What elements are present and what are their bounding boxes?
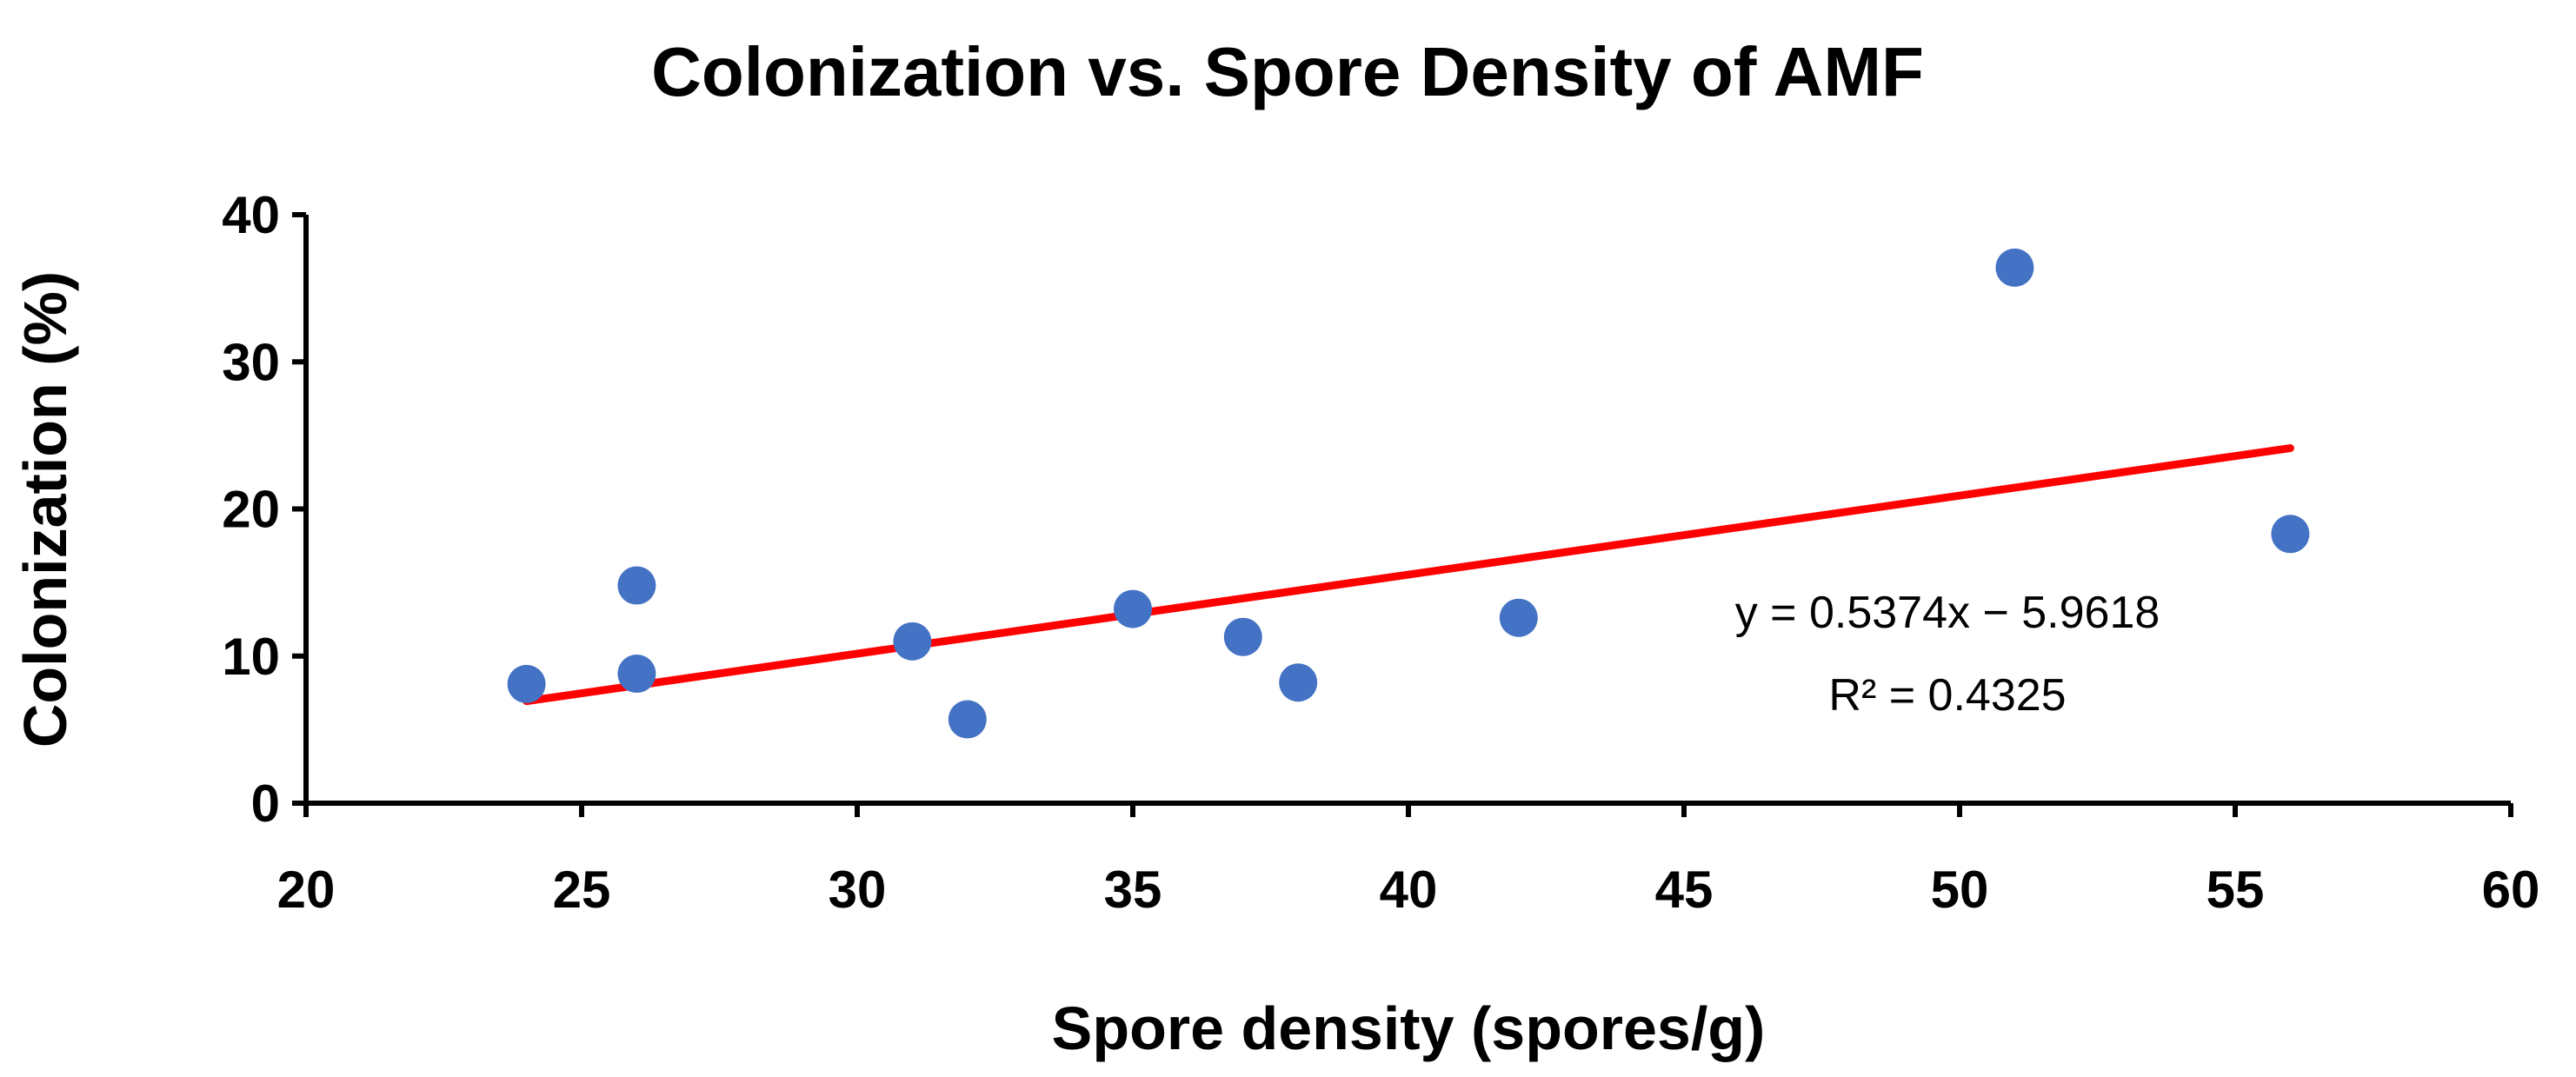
x-tick-label: 35 bbox=[1104, 861, 1162, 919]
data-point bbox=[1114, 589, 1152, 628]
trendline bbox=[523, 444, 2294, 706]
x-ticks: 20 25 30 35 40 45 50 55 60 bbox=[277, 803, 2540, 919]
x-tick-label: 50 bbox=[1931, 861, 1989, 919]
data-points bbox=[507, 248, 2310, 739]
data-point bbox=[1995, 248, 2034, 287]
data-point bbox=[1223, 617, 1262, 656]
y-tick-label: 10 bbox=[222, 628, 280, 686]
y-tick-label: 30 bbox=[222, 333, 280, 391]
x-tick-label: 20 bbox=[277, 861, 336, 919]
data-point bbox=[1499, 598, 1538, 637]
x-tick-label: 45 bbox=[1655, 861, 1714, 919]
data-point bbox=[2271, 515, 2310, 554]
y-tick-label: 40 bbox=[222, 186, 280, 244]
trendline-r-squared: R² = 0.4325 bbox=[1828, 670, 2066, 721]
data-point bbox=[1279, 663, 1318, 702]
x-tick-label: 30 bbox=[829, 861, 887, 919]
chart-title: Colonization vs. Spore Density of AMF bbox=[651, 33, 1924, 110]
trendline-equation: y = 0.5374x − 5.9618 bbox=[1735, 588, 2160, 638]
x-tick-label: 55 bbox=[2207, 861, 2265, 919]
data-point bbox=[948, 700, 987, 739]
data-point bbox=[617, 655, 656, 694]
axes bbox=[303, 215, 2511, 806]
x-tick-label: 25 bbox=[553, 861, 611, 919]
y-axis-title: Colonization (%) bbox=[11, 271, 79, 748]
x-tick-label: 60 bbox=[2482, 861, 2540, 919]
x-axis-title: Spore density (spores/g) bbox=[1052, 994, 1766, 1062]
data-point bbox=[893, 622, 932, 661]
data-point bbox=[507, 664, 546, 703]
x-tick-label: 40 bbox=[1380, 861, 1438, 919]
y-ticks: 0 10 20 30 40 bbox=[222, 186, 306, 833]
y-tick-label: 0 bbox=[251, 775, 280, 833]
data-point bbox=[617, 566, 656, 605]
y-tick-label: 20 bbox=[222, 481, 280, 539]
